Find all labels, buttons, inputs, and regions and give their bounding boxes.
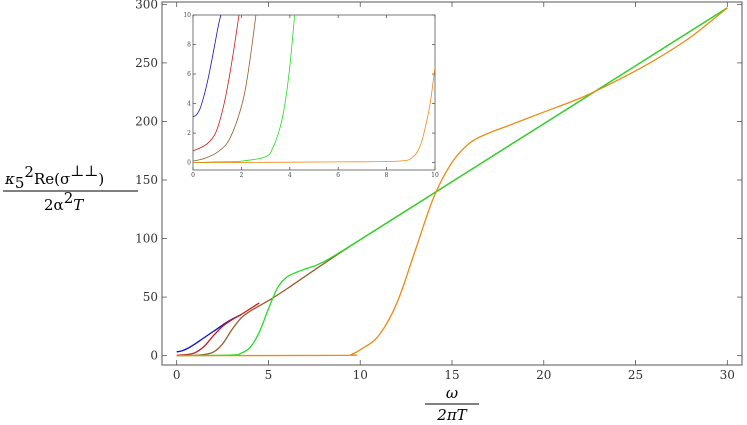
main-x-tick-label: 5 bbox=[265, 368, 273, 382]
main-x-tick-label: 30 bbox=[720, 368, 735, 382]
svg-text:κ52Re(σ⊥⊥): κ52Re(σ⊥⊥) bbox=[4, 162, 104, 192]
inset-series-line-4 bbox=[193, 15, 296, 164]
main-series-line-2 bbox=[176, 302, 260, 356]
inset-series-line-3 bbox=[193, 15, 257, 162]
inset-series-group bbox=[193, 15, 435, 164]
inset-y-tick-label: 4 bbox=[187, 101, 191, 108]
main-y-tick-label: 100 bbox=[135, 232, 158, 246]
inset-y-tick-label: 8 bbox=[187, 42, 191, 49]
main-x-tick-label: 25 bbox=[628, 368, 643, 382]
inset-y-tick-label: 10 bbox=[183, 12, 191, 19]
inset-y-tick-label: 6 bbox=[187, 71, 191, 78]
inset-y-tick-label: 2 bbox=[187, 130, 191, 137]
main-series-group bbox=[176, 7, 728, 357]
main-y-tick-label: 200 bbox=[135, 114, 158, 128]
main-y-tick-label: 50 bbox=[143, 290, 158, 304]
main-series-line-5 bbox=[176, 7, 728, 357]
inset-x-tick-label: 6 bbox=[336, 172, 340, 179]
inset-x-tick-label: 0 bbox=[191, 172, 195, 179]
main-x-tick-label: 10 bbox=[353, 368, 368, 382]
main-x-tick-label: 20 bbox=[536, 368, 551, 382]
inset-x-tick-label: 10 bbox=[431, 172, 439, 179]
inset-series-line-5 bbox=[193, 66, 435, 164]
main-series-line-1 bbox=[176, 314, 242, 353]
main-y-tick-label: 300 bbox=[135, 0, 158, 11]
svg-text:2πT: 2πT bbox=[436, 406, 467, 424]
inset-series-line-2 bbox=[193, 15, 240, 152]
main-series-line-4 bbox=[176, 7, 728, 357]
main-x-tick-label: 0 bbox=[173, 368, 181, 382]
inset-x-tick-label: 4 bbox=[288, 172, 292, 179]
x-axis-label: ω 2πT bbox=[425, 384, 479, 424]
svg-text:2α2T: 2α2T bbox=[44, 189, 84, 214]
svg-text:ω: ω bbox=[446, 384, 458, 402]
main-y-tick-label: 250 bbox=[135, 56, 158, 70]
inset-axis-ticks: 0 2 4 6 8 10 0 2 4 6 8 10 bbox=[183, 12, 439, 179]
inset-frame bbox=[192, 14, 436, 171]
inset-y-tick-label: 0 bbox=[187, 160, 191, 167]
inset-x-tick-label: 2 bbox=[239, 172, 243, 179]
main-x-tick-label: 15 bbox=[444, 368, 459, 382]
y-axis-label: κ52Re(σ⊥⊥) 2α2T bbox=[3, 162, 138, 214]
inset-series-line-1 bbox=[193, 15, 222, 118]
main-y-tick-label: 150 bbox=[135, 173, 158, 187]
main-y-tick-label: 0 bbox=[150, 349, 158, 363]
inset-x-tick-label: 8 bbox=[385, 172, 389, 179]
